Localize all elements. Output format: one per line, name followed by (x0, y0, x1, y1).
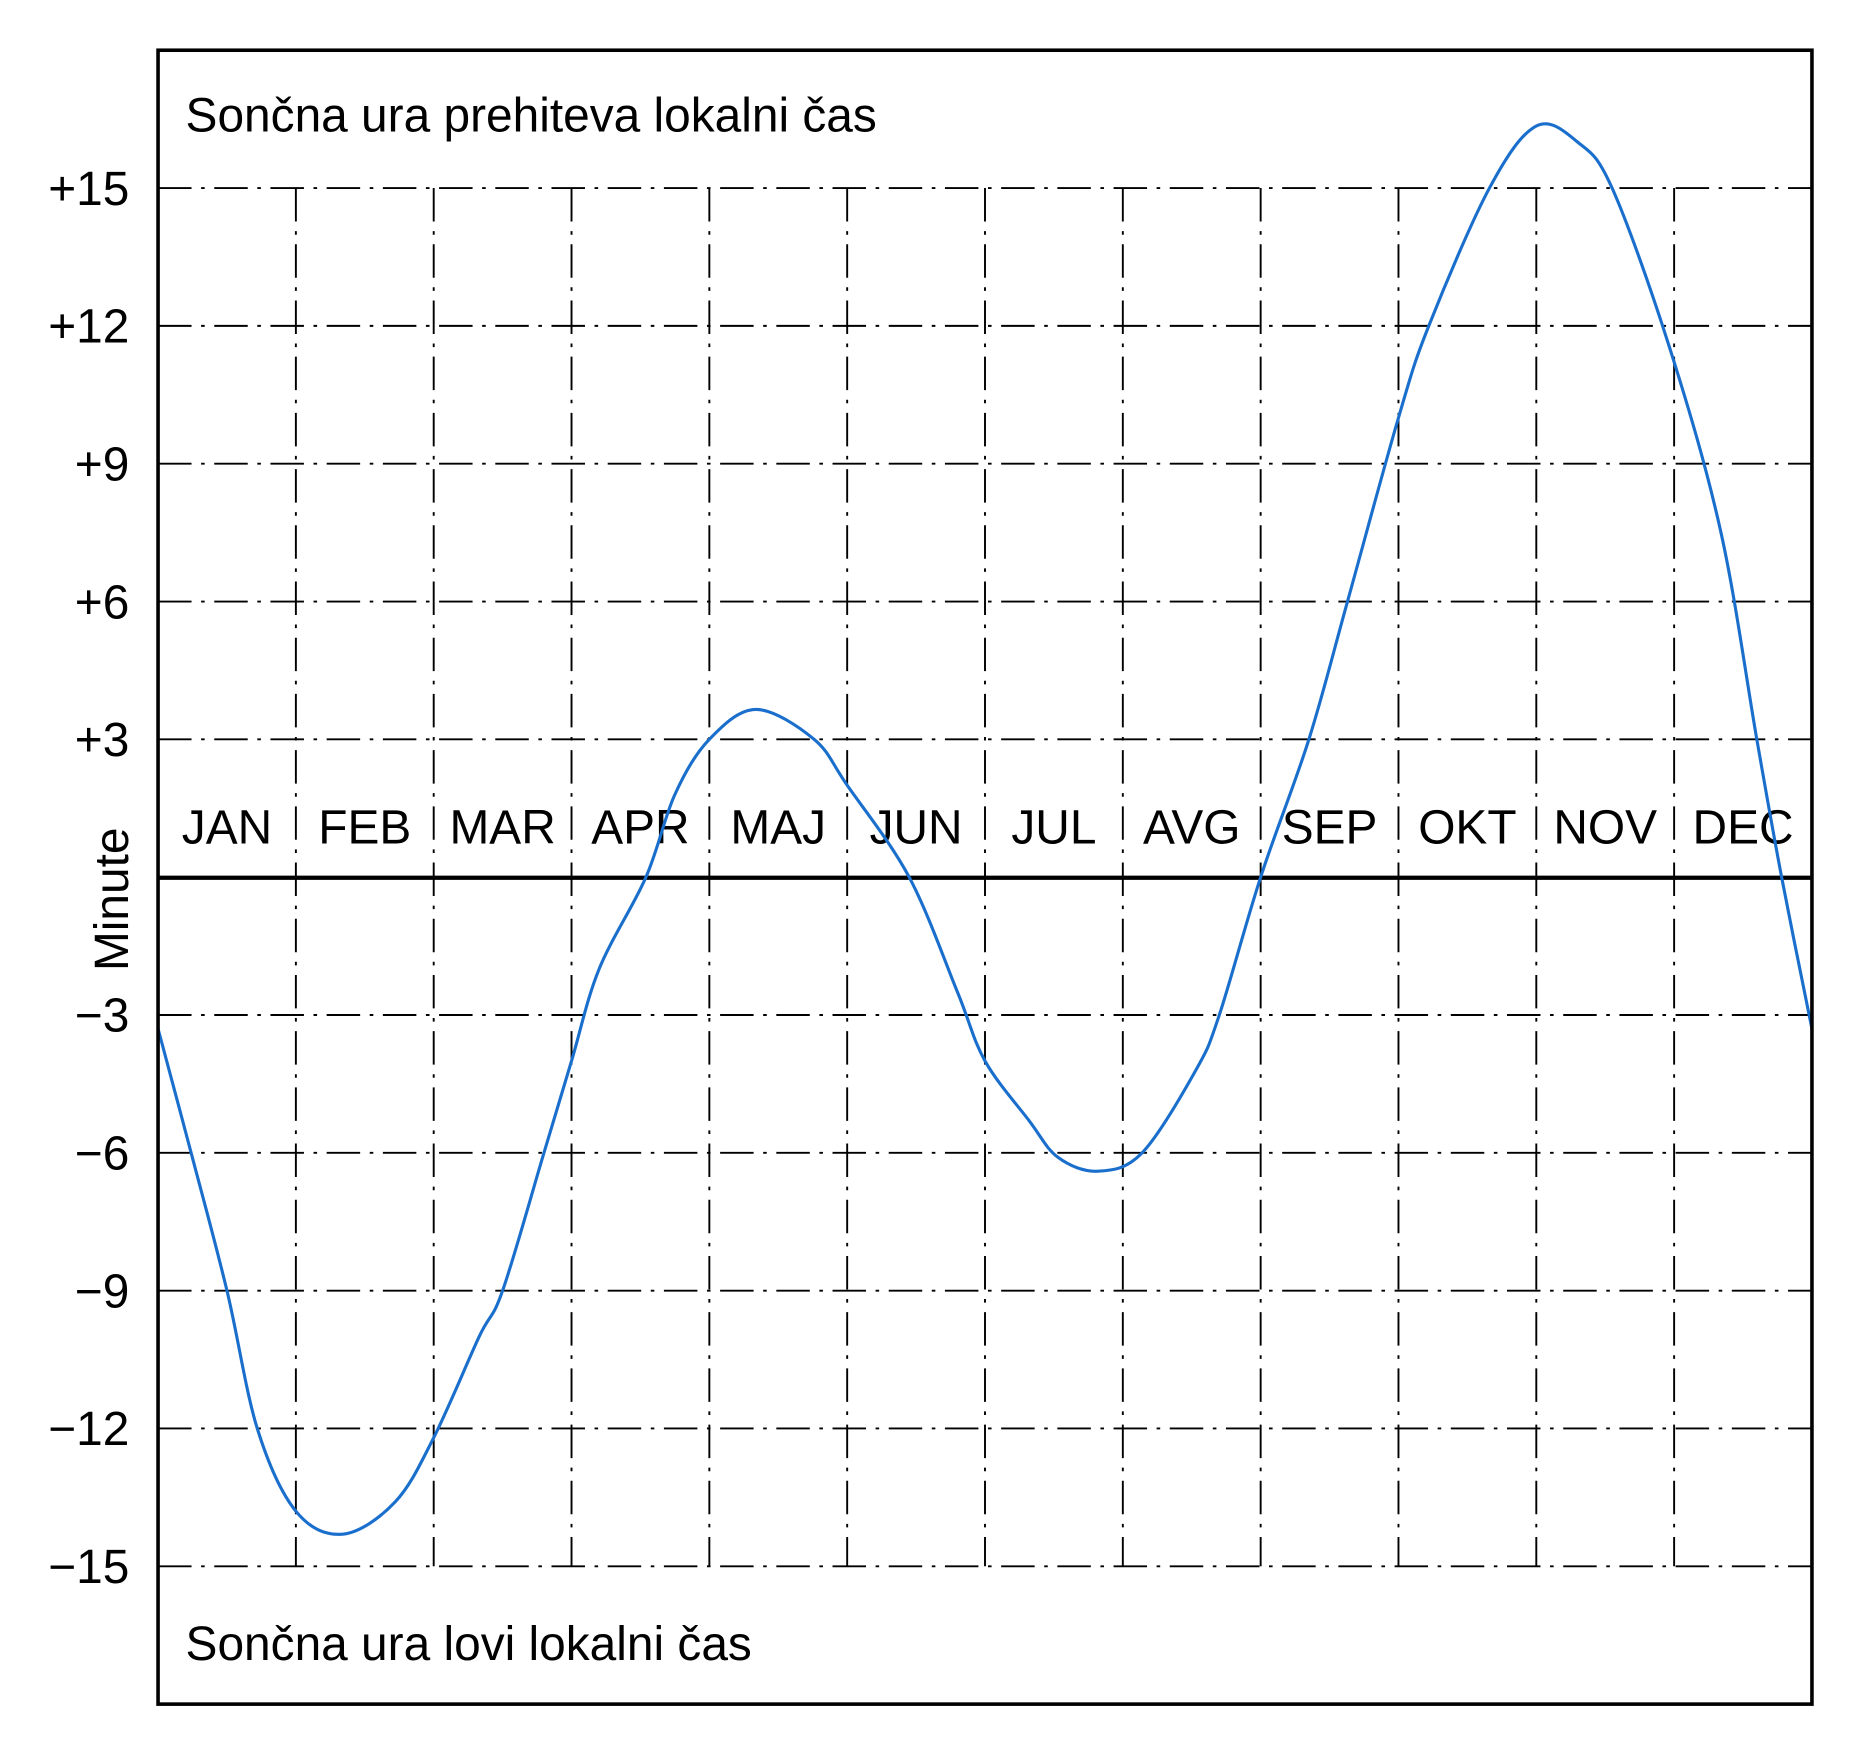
month-label: JUL (1011, 801, 1096, 854)
bottom-annotation: Sončna ura lovi lokalni čas (186, 1618, 752, 1671)
month-label: APR (591, 801, 689, 854)
month-label: MAR (449, 801, 555, 854)
month-label: MAJ (730, 801, 826, 854)
y-tick-label: −3 (75, 990, 130, 1043)
y-tick-label: +12 (48, 301, 129, 354)
y-tick-label: +9 (75, 438, 130, 491)
y-tick-label: −15 (48, 1541, 129, 1594)
y-tick-label: +3 (75, 714, 130, 767)
month-label: JUN (870, 801, 963, 854)
plot-frame (156, 48, 1814, 1706)
month-label: FEB (318, 801, 411, 854)
y-tick-label: +6 (75, 576, 130, 629)
y-axis-label: Minute (86, 827, 139, 971)
month-label: SEP (1282, 801, 1378, 854)
y-tick-label: +15 (48, 163, 129, 216)
top-annotation: Sončna ura prehiteva lokalni čas (186, 90, 877, 143)
y-tick-label: −9 (75, 1265, 130, 1318)
y-tick-labels: +15 +12 +9 +6 +3 −3 −6 −9 −12 −15 (48, 163, 129, 1594)
month-label: AVG (1143, 801, 1240, 854)
month-labels: JAN FEB MAR APR MAJ JUN JUL AVG SEP OKT NOV DEC (182, 801, 1794, 854)
month-label: NOV (1553, 801, 1657, 854)
equation-of-time-line (156, 122, 1814, 1536)
month-label: OKT (1418, 801, 1516, 854)
month-label: DEC (1693, 801, 1794, 854)
y-tick-label: −12 (48, 1403, 129, 1456)
y-tick-label: −6 (75, 1128, 130, 1181)
month-label: JAN (182, 801, 272, 854)
